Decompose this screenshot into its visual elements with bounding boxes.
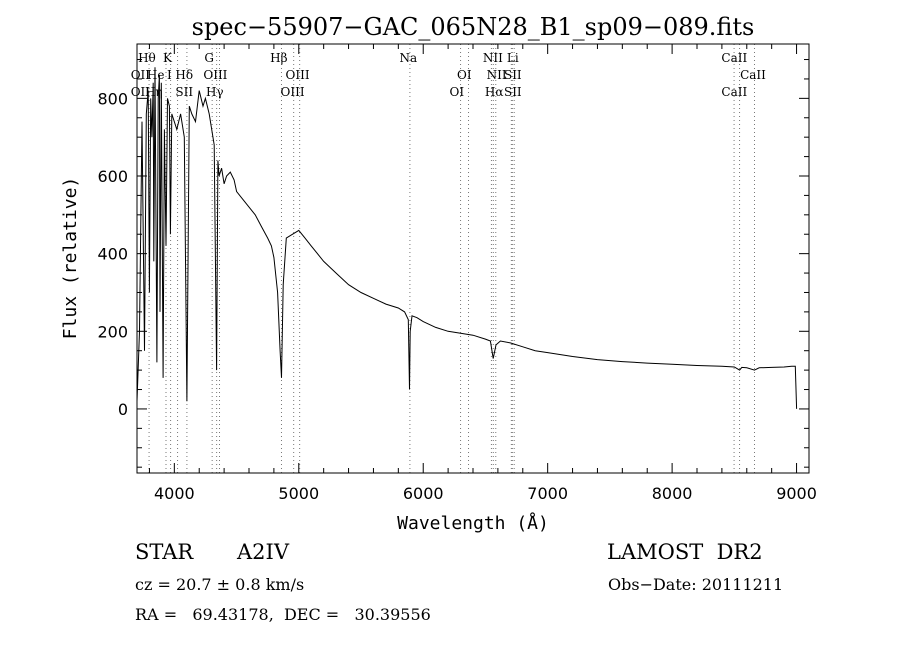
- x-tick-label-4: 8000: [652, 484, 693, 503]
- y-tick-label-0: 0: [118, 400, 128, 419]
- line-label-2: Hδ: [175, 68, 193, 82]
- x-axis-label: Wavelength (Å): [397, 512, 549, 534]
- line-label-15: SII: [504, 68, 522, 82]
- x-tick-label-0: 4000: [154, 484, 195, 503]
- ra-dec-coordinates: RA = 69.43178, DEC = 30.39556: [135, 605, 431, 624]
- line-label-left-0: OII: [131, 68, 151, 82]
- line-label-0: Hθ: [138, 51, 156, 65]
- line-label-left-5: I: [167, 68, 172, 82]
- line-label-left-4: SII: [175, 85, 193, 99]
- y-tick-label-2: 400: [97, 245, 128, 264]
- x-tick-label-5: 9000: [776, 484, 817, 503]
- survey-name: LAMOST DR2: [607, 540, 763, 564]
- x-tick-label-3: 7000: [527, 484, 568, 503]
- line-label-9: Na: [399, 51, 417, 65]
- line-label-10: OI: [457, 68, 472, 82]
- line-label-20: CaII: [721, 85, 747, 99]
- line-label-17: SII: [504, 85, 522, 99]
- line-label-left-1: He: [147, 68, 165, 82]
- line-label-14: NII: [487, 68, 507, 82]
- line-label-13: Li: [507, 51, 519, 65]
- chart-title: spec−55907−GAC_065N28_B1_sp09−089.fits: [192, 13, 755, 41]
- line-label-16: Hα: [485, 85, 504, 99]
- line-label-12: NII: [483, 51, 503, 65]
- line-label-1: K: [163, 51, 173, 65]
- line-label-5: Hγ: [206, 85, 224, 99]
- line-label-6: Hβ: [270, 51, 287, 65]
- observation-date: Obs−Date: 20111211: [608, 575, 784, 594]
- line-label-4: OIII: [203, 68, 227, 82]
- x-tick-label-1: 5000: [278, 484, 319, 503]
- line-label-3: G: [204, 51, 214, 65]
- y-tick-label-3: 600: [97, 167, 128, 186]
- spectrum-series-line: [136, 67, 798, 409]
- object-subclass: A2IV: [237, 540, 289, 564]
- line-label-left-2: OII: [131, 85, 151, 99]
- axis-ticks: 4000 5000 6000 7000 8000 9000 0 200 400 600 800: [97, 44, 817, 503]
- y-axis-label: Flux (relative): [60, 177, 81, 340]
- line-label-19: CaII: [740, 68, 766, 82]
- line-label-7: OIII: [286, 68, 310, 82]
- x-tick-label-2: 6000: [403, 484, 444, 503]
- redshift-velocity: cz = 20.7 ± 0.8 km/s: [135, 575, 305, 594]
- spectral-line-markers: [148, 44, 755, 473]
- line-label-11: OI: [450, 85, 465, 99]
- line-label-8: OIII: [281, 85, 305, 99]
- y-tick-label-4: 800: [97, 89, 128, 108]
- object-class: STAR: [135, 540, 194, 564]
- y-tick-label-1: 200: [97, 322, 128, 341]
- line-label-18: CaII: [721, 51, 747, 65]
- plot-frame: [136, 43, 810, 474]
